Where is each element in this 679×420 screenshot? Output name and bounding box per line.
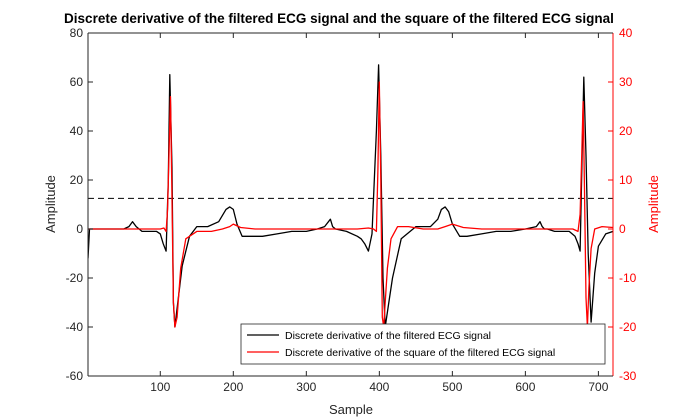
x-tick-label: 600	[515, 380, 535, 394]
x-tick-label: 200	[223, 380, 243, 394]
left-tick-label: -20	[66, 271, 84, 285]
right-tick-label: 40	[619, 26, 633, 40]
x-axis-label: Sample	[329, 402, 373, 417]
right-tick-label: -10	[619, 271, 637, 285]
legend-label-1: Discrete derivative of the filtered ECG …	[285, 330, 491, 342]
x-tick-label: 400	[369, 380, 389, 394]
left-tick-label: 20	[70, 173, 84, 187]
plot-area	[88, 33, 613, 376]
series-line-2	[88, 81, 613, 328]
x-tick-label: 700	[588, 380, 608, 394]
right-tick-label: 10	[619, 173, 633, 187]
legend: Discrete derivative of the filtered ECG …	[240, 323, 606, 365]
y-axis-label-left: Amplitude	[43, 175, 58, 233]
x-tick-label: 300	[296, 380, 316, 394]
legend-box	[240, 323, 606, 365]
chart-title: Discrete derivative of the filtered ECG …	[64, 11, 614, 26]
right-tick-label: 20	[619, 124, 633, 138]
left-tick-label: 0	[76, 222, 83, 236]
left-tick-label: 60	[70, 75, 84, 89]
left-axis: -60 -40 -20 0 20 40 60 80	[66, 26, 93, 383]
right-axis: -30 -20 -10 0 10 20 30 40	[608, 26, 637, 383]
right-tick-label: 30	[619, 75, 633, 89]
left-tick-label: 40	[70, 124, 84, 138]
left-tick-label: 80	[70, 26, 84, 40]
legend-label-2: Discrete derivative of the square of the…	[285, 347, 555, 359]
left-tick-label: -40	[66, 320, 84, 334]
y-axis-label-right: Amplitude	[646, 175, 661, 233]
left-tick-label: -60	[66, 369, 84, 383]
x-tick-label: 100	[150, 380, 170, 394]
right-tick-label: -30	[619, 369, 637, 383]
x-tick-label: 500	[442, 380, 462, 394]
right-tick-label: 0	[619, 222, 626, 236]
right-tick-label: -20	[619, 320, 637, 334]
x-axis: 100 200 300 400 500 600 700	[88, 32, 613, 394]
